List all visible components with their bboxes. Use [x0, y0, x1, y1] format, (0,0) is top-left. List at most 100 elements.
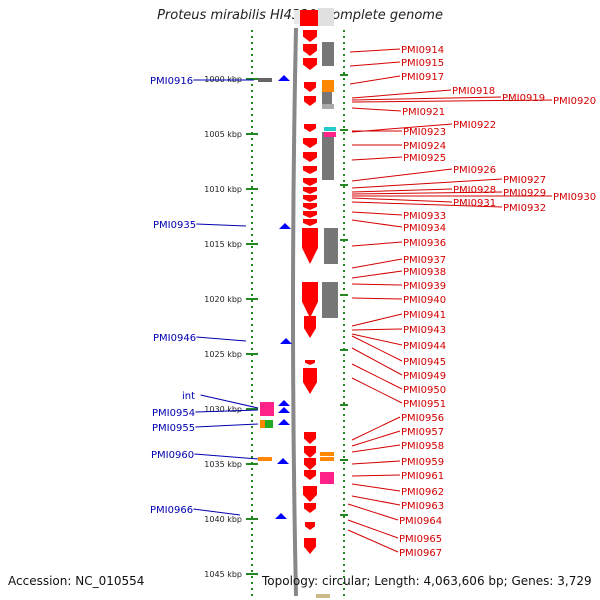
right-gene-label: PMI0923 — [403, 127, 446, 138]
right-gene-label: PMI0958 — [401, 441, 444, 452]
right-gene-label: PMI0934 — [403, 223, 446, 234]
leader-line — [351, 188, 453, 193]
right-gene-label: PMI0957 — [401, 427, 444, 438]
gene-arrow — [303, 44, 317, 56]
leader-line — [347, 503, 399, 521]
leader-line — [349, 61, 401, 67]
gene-tan — [316, 594, 330, 598]
right-gene-label: PMI0920 — [553, 96, 596, 107]
tick-label: 1040 kbp — [204, 515, 242, 524]
leader-line — [351, 474, 401, 477]
leader-line — [351, 107, 402, 112]
gene-orange — [320, 452, 334, 456]
leader-line — [200, 394, 259, 409]
gene-arrow — [304, 538, 316, 554]
leader-line — [351, 483, 401, 492]
right-gene-label: PMI0961 — [401, 471, 444, 482]
leader-line — [351, 377, 403, 404]
left-gene-label: PMI0960 — [151, 450, 194, 461]
leader-line — [351, 430, 401, 447]
gene-arrow — [304, 446, 316, 458]
homology-block — [322, 282, 338, 318]
homology-block — [322, 42, 334, 66]
leader-line — [351, 96, 502, 101]
gene-arrow — [303, 58, 317, 70]
right-gene-label: PMI0917 — [401, 72, 444, 83]
left-gene-label: int — [182, 391, 195, 402]
summary-text: Topology: circular; Length: 4,063,606 bp… — [262, 574, 592, 588]
right-gene-label: PMI0925 — [403, 153, 446, 164]
gene-grey — [322, 104, 334, 109]
right-gene-label: PMI0956 — [401, 413, 444, 424]
gene-arrow — [303, 195, 317, 202]
leader-line — [351, 201, 503, 208]
reverse-gene-marker — [280, 338, 292, 344]
right-gene-label: PMI0951 — [403, 399, 446, 410]
leader-line — [195, 409, 259, 413]
leader-line — [351, 241, 403, 247]
leader-line — [351, 313, 403, 327]
right-gene-label: PMI0967 — [399, 548, 442, 559]
right-gene-label: PMI0919 — [502, 93, 545, 104]
gene-arrow — [305, 522, 315, 530]
leader-line — [351, 444, 401, 453]
right-gene-label: PMI0933 — [403, 211, 446, 222]
leader-line — [351, 347, 403, 376]
right-gene-label: PMI0932 — [503, 203, 546, 214]
right-gene-label: PMI0918 — [452, 86, 495, 97]
right-gene-label: PMI0921 — [402, 107, 445, 118]
reverse-gene-marker — [277, 458, 289, 464]
gene-arrow — [304, 124, 316, 132]
right-gene-label: PMI0943 — [403, 325, 446, 336]
gene-orange — [260, 420, 265, 428]
leader-line — [351, 297, 403, 300]
leader-line — [351, 89, 452, 99]
leader-line — [195, 423, 259, 428]
leader-line — [193, 508, 241, 516]
gene-arrow — [303, 30, 317, 42]
gene-orange — [320, 457, 334, 461]
homology-block — [324, 228, 338, 264]
leader-line — [351, 283, 403, 286]
homology-block — [322, 88, 332, 108]
gene-arrow — [302, 282, 318, 318]
leader-line — [351, 335, 403, 362]
gene-block — [294, 10, 300, 24]
reverse-gene-marker — [279, 223, 291, 229]
tick-label: 1010 kbp — [204, 185, 242, 194]
gene-orange — [322, 80, 334, 92]
leader-line — [351, 460, 401, 465]
gene-pink — [260, 402, 274, 416]
gene-arrow — [303, 178, 317, 186]
right-gene-label: PMI0936 — [403, 238, 446, 249]
leader-line — [347, 529, 399, 553]
gene-block — [318, 8, 334, 26]
left-gene-label: PMI0954 — [152, 408, 195, 419]
reverse-gene-marker — [278, 407, 290, 413]
leader-line — [351, 178, 503, 189]
right-gene-label: PMI0927 — [503, 175, 546, 186]
left-gene-label: PMI0966 — [150, 505, 193, 516]
leader-line — [194, 453, 259, 460]
right-label-group: PMI0914 PMI0915 PMI0917 PMI0918 PMI0919 PMI09… — [347, 45, 596, 559]
reverse-gene-marker — [275, 513, 287, 519]
left-gene-label: PMI0916 — [150, 76, 193, 87]
right-gene-label: PMI0950 — [403, 385, 446, 396]
gene-cyan — [324, 127, 336, 131]
gene-block — [300, 10, 320, 26]
accession-text: Accession: NC_010554 — [8, 574, 145, 588]
leader-line — [351, 168, 453, 182]
right-gene-label: PMI0939 — [403, 281, 446, 292]
right-gene-label: PMI0929 — [503, 188, 546, 199]
leader-line — [351, 99, 553, 103]
reverse-gene-marker — [278, 419, 290, 425]
gene-arrow — [303, 203, 317, 210]
left-gene-label: PMI0955 — [152, 423, 195, 434]
gene-arrow — [304, 432, 316, 444]
leader-line — [351, 328, 403, 331]
right-gene-label: PMI0964 — [399, 516, 442, 527]
right-gene-label: PMI0965 — [399, 534, 442, 545]
gene-arrow — [302, 228, 318, 264]
leader-line — [196, 336, 247, 342]
